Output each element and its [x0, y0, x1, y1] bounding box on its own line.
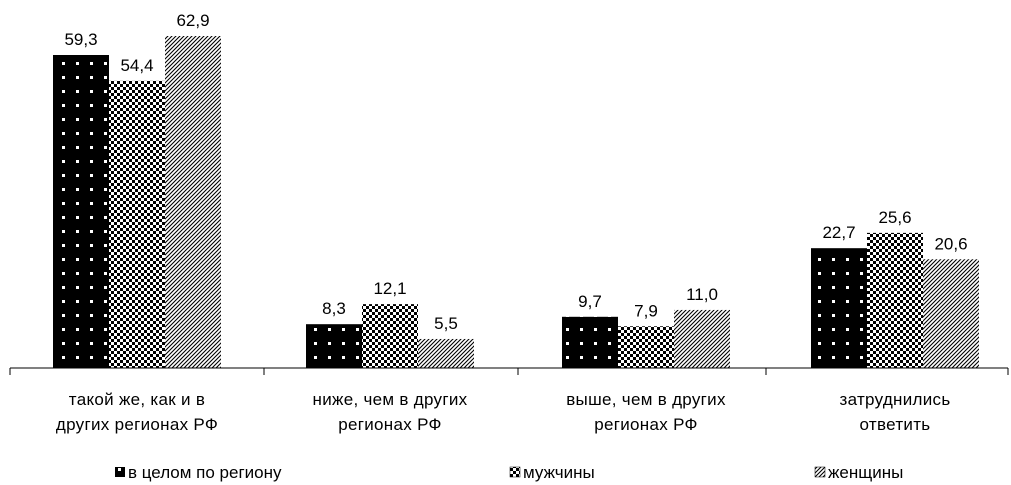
bar	[867, 232, 923, 368]
data-label: 12,1	[373, 279, 406, 298]
bar	[362, 304, 418, 368]
x-tick-label: затруднились ответить	[839, 390, 950, 434]
bar	[618, 326, 674, 368]
bar	[53, 55, 109, 368]
data-label: 7,9	[634, 301, 658, 320]
data-label: 59,3	[64, 30, 97, 49]
data-label: 22,7	[822, 223, 855, 242]
data-label: 62,9	[176, 11, 209, 30]
legend-swatch	[509, 466, 521, 478]
bar	[109, 80, 165, 368]
data-label: 20,6	[934, 234, 967, 253]
bar	[923, 259, 979, 368]
data-label: 8,3	[322, 299, 346, 318]
legend-swatch	[115, 467, 125, 477]
data-label: 54,4	[120, 56, 153, 75]
bar	[418, 338, 474, 368]
bar	[811, 248, 867, 368]
legend-label: в целом по региону	[128, 463, 282, 482]
data-label: 25,6	[878, 208, 911, 227]
bar	[562, 316, 618, 368]
data-label: 5,5	[434, 314, 458, 333]
bar	[306, 324, 362, 368]
plot-area: 59,3 54,4 62,9 8,3 12,1 5,5 9,7 7,9 11,0 22,7 25,6…	[53, 11, 979, 368]
legend-label: мужчины	[523, 463, 595, 482]
legend: в целом по региону мужчины женщины	[115, 463, 903, 482]
x-axis	[9, 367, 1009, 375]
x-tick-label: ниже, чем в других регионах РФ	[313, 390, 468, 434]
category-labels: такой же, как и в других регионах РФ ниже,…	[56, 390, 950, 434]
data-label: 11,0	[686, 285, 718, 304]
data-label: 9,7	[578, 292, 602, 311]
legend-label: женщины	[828, 463, 903, 482]
bar	[165, 35, 221, 368]
x-tick-label: выше, чем в других регионах РФ	[566, 390, 726, 434]
bar	[674, 309, 730, 368]
legend-swatch	[814, 466, 826, 478]
x-tick-label: такой же, как и в других регионах РФ	[56, 390, 218, 434]
